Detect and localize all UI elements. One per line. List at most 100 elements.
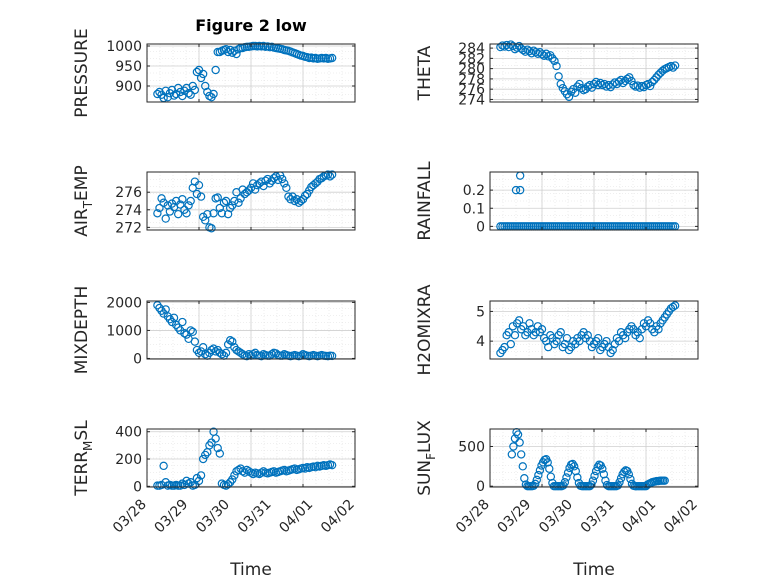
data-series [153, 41, 337, 103]
y-tick-label: 276 [458, 82, 485, 98]
data-point [517, 450, 526, 459]
y-tick-label: 282 [458, 51, 485, 67]
data-point [244, 350, 254, 359]
data-point [176, 87, 185, 97]
y-axis-label: RAINFALL [415, 161, 435, 241]
y-tick-label: 0.2 [463, 183, 485, 199]
data-point [225, 478, 235, 487]
data-point [153, 209, 162, 218]
data-point [184, 201, 193, 210]
data-point [311, 179, 320, 188]
data-point [244, 467, 254, 476]
data-point [290, 196, 299, 206]
data-point [541, 49, 551, 58]
y-axis-label: H2OMIXRA [415, 284, 435, 375]
data-point [155, 203, 164, 213]
data-point [327, 170, 337, 179]
data-point [232, 345, 241, 355]
data-point [196, 471, 206, 480]
data-point [648, 77, 657, 87]
y-axis-label: MIXDEPTH [72, 286, 92, 375]
data-point [196, 192, 206, 201]
y-axis-label: AIRTEMP [72, 165, 95, 236]
data-point [608, 345, 617, 355]
data-point [327, 351, 337, 361]
data-point [562, 473, 571, 482]
data-point [552, 336, 561, 346]
data-point [159, 461, 168, 471]
y-tick-label: 2000 [106, 295, 142, 311]
data-point [532, 475, 542, 485]
data-point [263, 174, 272, 184]
data-point [615, 478, 624, 487]
data-point [525, 46, 534, 56]
data-point [587, 480, 596, 489]
data-point [621, 333, 630, 343]
data-point [593, 333, 603, 343]
data-point [521, 47, 530, 56]
data-point [159, 198, 168, 207]
data-point [178, 195, 187, 204]
data-point [250, 348, 260, 358]
data-point [250, 185, 260, 194]
data-point [577, 83, 586, 93]
data-point [550, 56, 559, 66]
data-point [198, 69, 208, 79]
subplot-h2omixra: 4 5 H2OMIXRA [415, 284, 699, 376]
data-point [203, 209, 212, 219]
data-point [248, 350, 258, 359]
data-point [215, 348, 224, 358]
data-point [278, 174, 287, 184]
data-point [573, 473, 582, 482]
data-point [267, 350, 276, 359]
data-point [242, 188, 252, 197]
data-point [670, 61, 680, 70]
data-point [234, 347, 243, 356]
data-point [507, 450, 517, 459]
data-point [219, 198, 229, 207]
data-point [242, 465, 252, 475]
data-point [201, 450, 210, 460]
y-tick-label: 1000 [106, 39, 142, 55]
data-point [509, 442, 518, 451]
y-tick-label: 0 [476, 479, 485, 495]
y-tick-label: 0 [133, 351, 142, 367]
data-point [327, 53, 337, 63]
data-point [178, 317, 187, 327]
data-point [190, 337, 200, 346]
data-point [527, 49, 536, 58]
data-point [284, 192, 293, 201]
data-point [514, 316, 524, 325]
data-point [588, 476, 598, 485]
y-tick-label: 278 [458, 72, 485, 88]
y-axis-label: TERRMSL [72, 420, 95, 497]
data-point [236, 348, 245, 358]
data-point [593, 80, 603, 90]
data-point [534, 470, 543, 480]
data-point [157, 480, 166, 490]
data-point [261, 176, 270, 185]
data-point [163, 92, 172, 102]
y-tick-label: 5 [476, 304, 485, 320]
data-point [598, 464, 607, 473]
data-point [176, 326, 185, 335]
data-point [652, 73, 661, 82]
data-point [240, 468, 249, 477]
subplot-mixdepth: 0 1000 2000 MIXDEPTH [72, 286, 356, 375]
data-point [176, 481, 185, 490]
data-point [205, 441, 214, 450]
y-tick-label: 274 [458, 92, 485, 108]
data-point [192, 189, 202, 199]
data-point [198, 454, 208, 464]
y-tick-label: 284 [458, 41, 485, 57]
data-point [602, 336, 611, 346]
data-point [238, 185, 247, 194]
data-point [327, 460, 337, 470]
data-point [560, 478, 570, 487]
data-point [234, 198, 243, 207]
data-point [273, 175, 283, 185]
data-point [196, 347, 206, 356]
data-point [269, 467, 279, 476]
data-point [207, 224, 216, 233]
